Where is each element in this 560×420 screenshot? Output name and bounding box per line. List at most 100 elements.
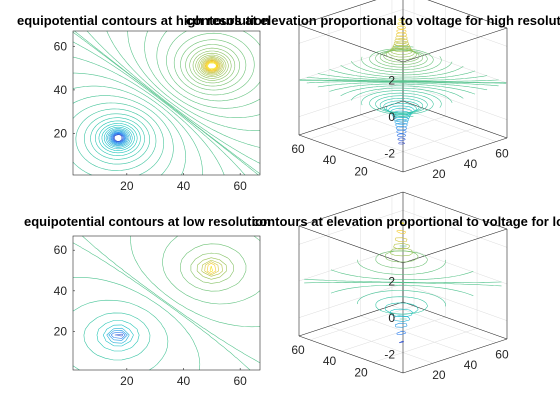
axes-edge [427,0,508,29]
grid-line [402,82,508,120]
grid-line [391,104,497,142]
contour-level [195,52,229,79]
contour-level [317,82,488,91]
contour-level [173,32,255,96]
y-tick-label: 60 [54,39,68,53]
contour-level [196,257,227,280]
contour-level [72,299,169,371]
panel-high-res-contour: 20 40 60 20 40 60 [54,30,261,193]
contour-level [393,315,410,322]
contour-level [110,131,127,144]
contour-level [398,141,406,145]
contour-level [369,92,434,115]
contour-level [204,261,219,276]
grid-line [402,210,508,248]
contour-level [103,126,133,150]
contour-level [72,41,246,176]
contour-level [162,235,261,305]
grid-line [298,246,404,282]
grid-line [402,283,508,321]
contour-level [317,73,488,81]
y-tick-label: 40 [54,83,68,97]
axes-edge [402,191,508,230]
contour-level [114,134,123,142]
contour-level [299,79,507,83]
x-tick-label: 60 [233,179,247,193]
contour-level [340,85,464,99]
x-tick-label: 40 [464,358,478,372]
x-tick-label: 20 [120,374,134,388]
contour-level [330,284,474,296]
contour-level [98,123,138,154]
contour-level [83,312,151,361]
contour-level [396,230,406,234]
contour-level [192,50,232,81]
contour-level [396,26,406,30]
grid-line [298,283,404,318]
y-tick-label: 20 [354,365,368,379]
contour-level [389,248,413,257]
contour-level [72,242,251,371]
contour-level [394,38,409,44]
x-tick-label: 20 [120,179,134,193]
contour-level [111,132,126,144]
contour-lines [72,235,261,371]
axes-edge [402,228,508,264]
contour-level [375,95,428,114]
contour-level [398,341,405,344]
contour-level [357,245,446,275]
y-tick-label: 60 [291,343,305,357]
contour-level [394,119,409,125]
contour-level [201,57,223,75]
axes-edge [298,24,404,63]
axes-edge [298,100,404,136]
grid-line [298,210,404,245]
contour-lines [299,18,507,145]
chart-title-3: equipotential contours at low resolution [24,214,271,229]
x-tick-label: 40 [177,374,191,388]
contour-level [393,243,410,250]
contour-level [84,113,150,165]
axes-edge [402,137,508,173]
contour-level [398,18,406,22]
contour-level [197,54,227,77]
contour-level [96,320,140,352]
contour-level [204,59,220,72]
axes-edge [402,301,508,340]
plot-box [72,30,261,176]
contour-level [394,237,408,242]
contour-level [304,282,502,287]
x-tick-label: 60 [495,348,509,362]
contour-level [397,137,406,141]
contour-level [199,56,225,76]
axes-edge [298,134,404,173]
panel-high-res-3d: -2 0 2 20 40 60 20 40 60 [291,0,509,181]
contour-level [105,128,131,148]
contour-level [390,46,413,55]
contour-level [395,35,408,41]
axis-ticks: -2 0 2 20 40 60 20 40 60 [291,73,509,181]
grid-line [402,246,508,285]
contour-level [375,296,428,315]
z-tick-label: 0 [388,311,395,325]
contour-level [207,62,217,69]
y-tick-label: 20 [54,127,68,141]
contour-level [72,85,186,176]
contour-level [75,108,157,171]
chart-title-2: contours at elevation proportional to vo… [186,13,560,28]
contour-level [209,265,213,272]
axis-ticks: 20 40 60 20 40 60 [54,243,248,388]
contour-level [108,330,128,341]
y-tick-label: 60 [54,243,68,257]
grid-line [328,325,434,364]
contour-level [111,133,125,143]
contour-level [391,45,412,53]
axes-edge [298,191,404,227]
contour-level [350,87,453,103]
grid-line [391,305,497,343]
contour-level [397,22,406,26]
x-tick-label: 40 [177,179,191,193]
grid-line [328,124,434,163]
contour-level [112,133,125,143]
contour-level [398,221,405,224]
